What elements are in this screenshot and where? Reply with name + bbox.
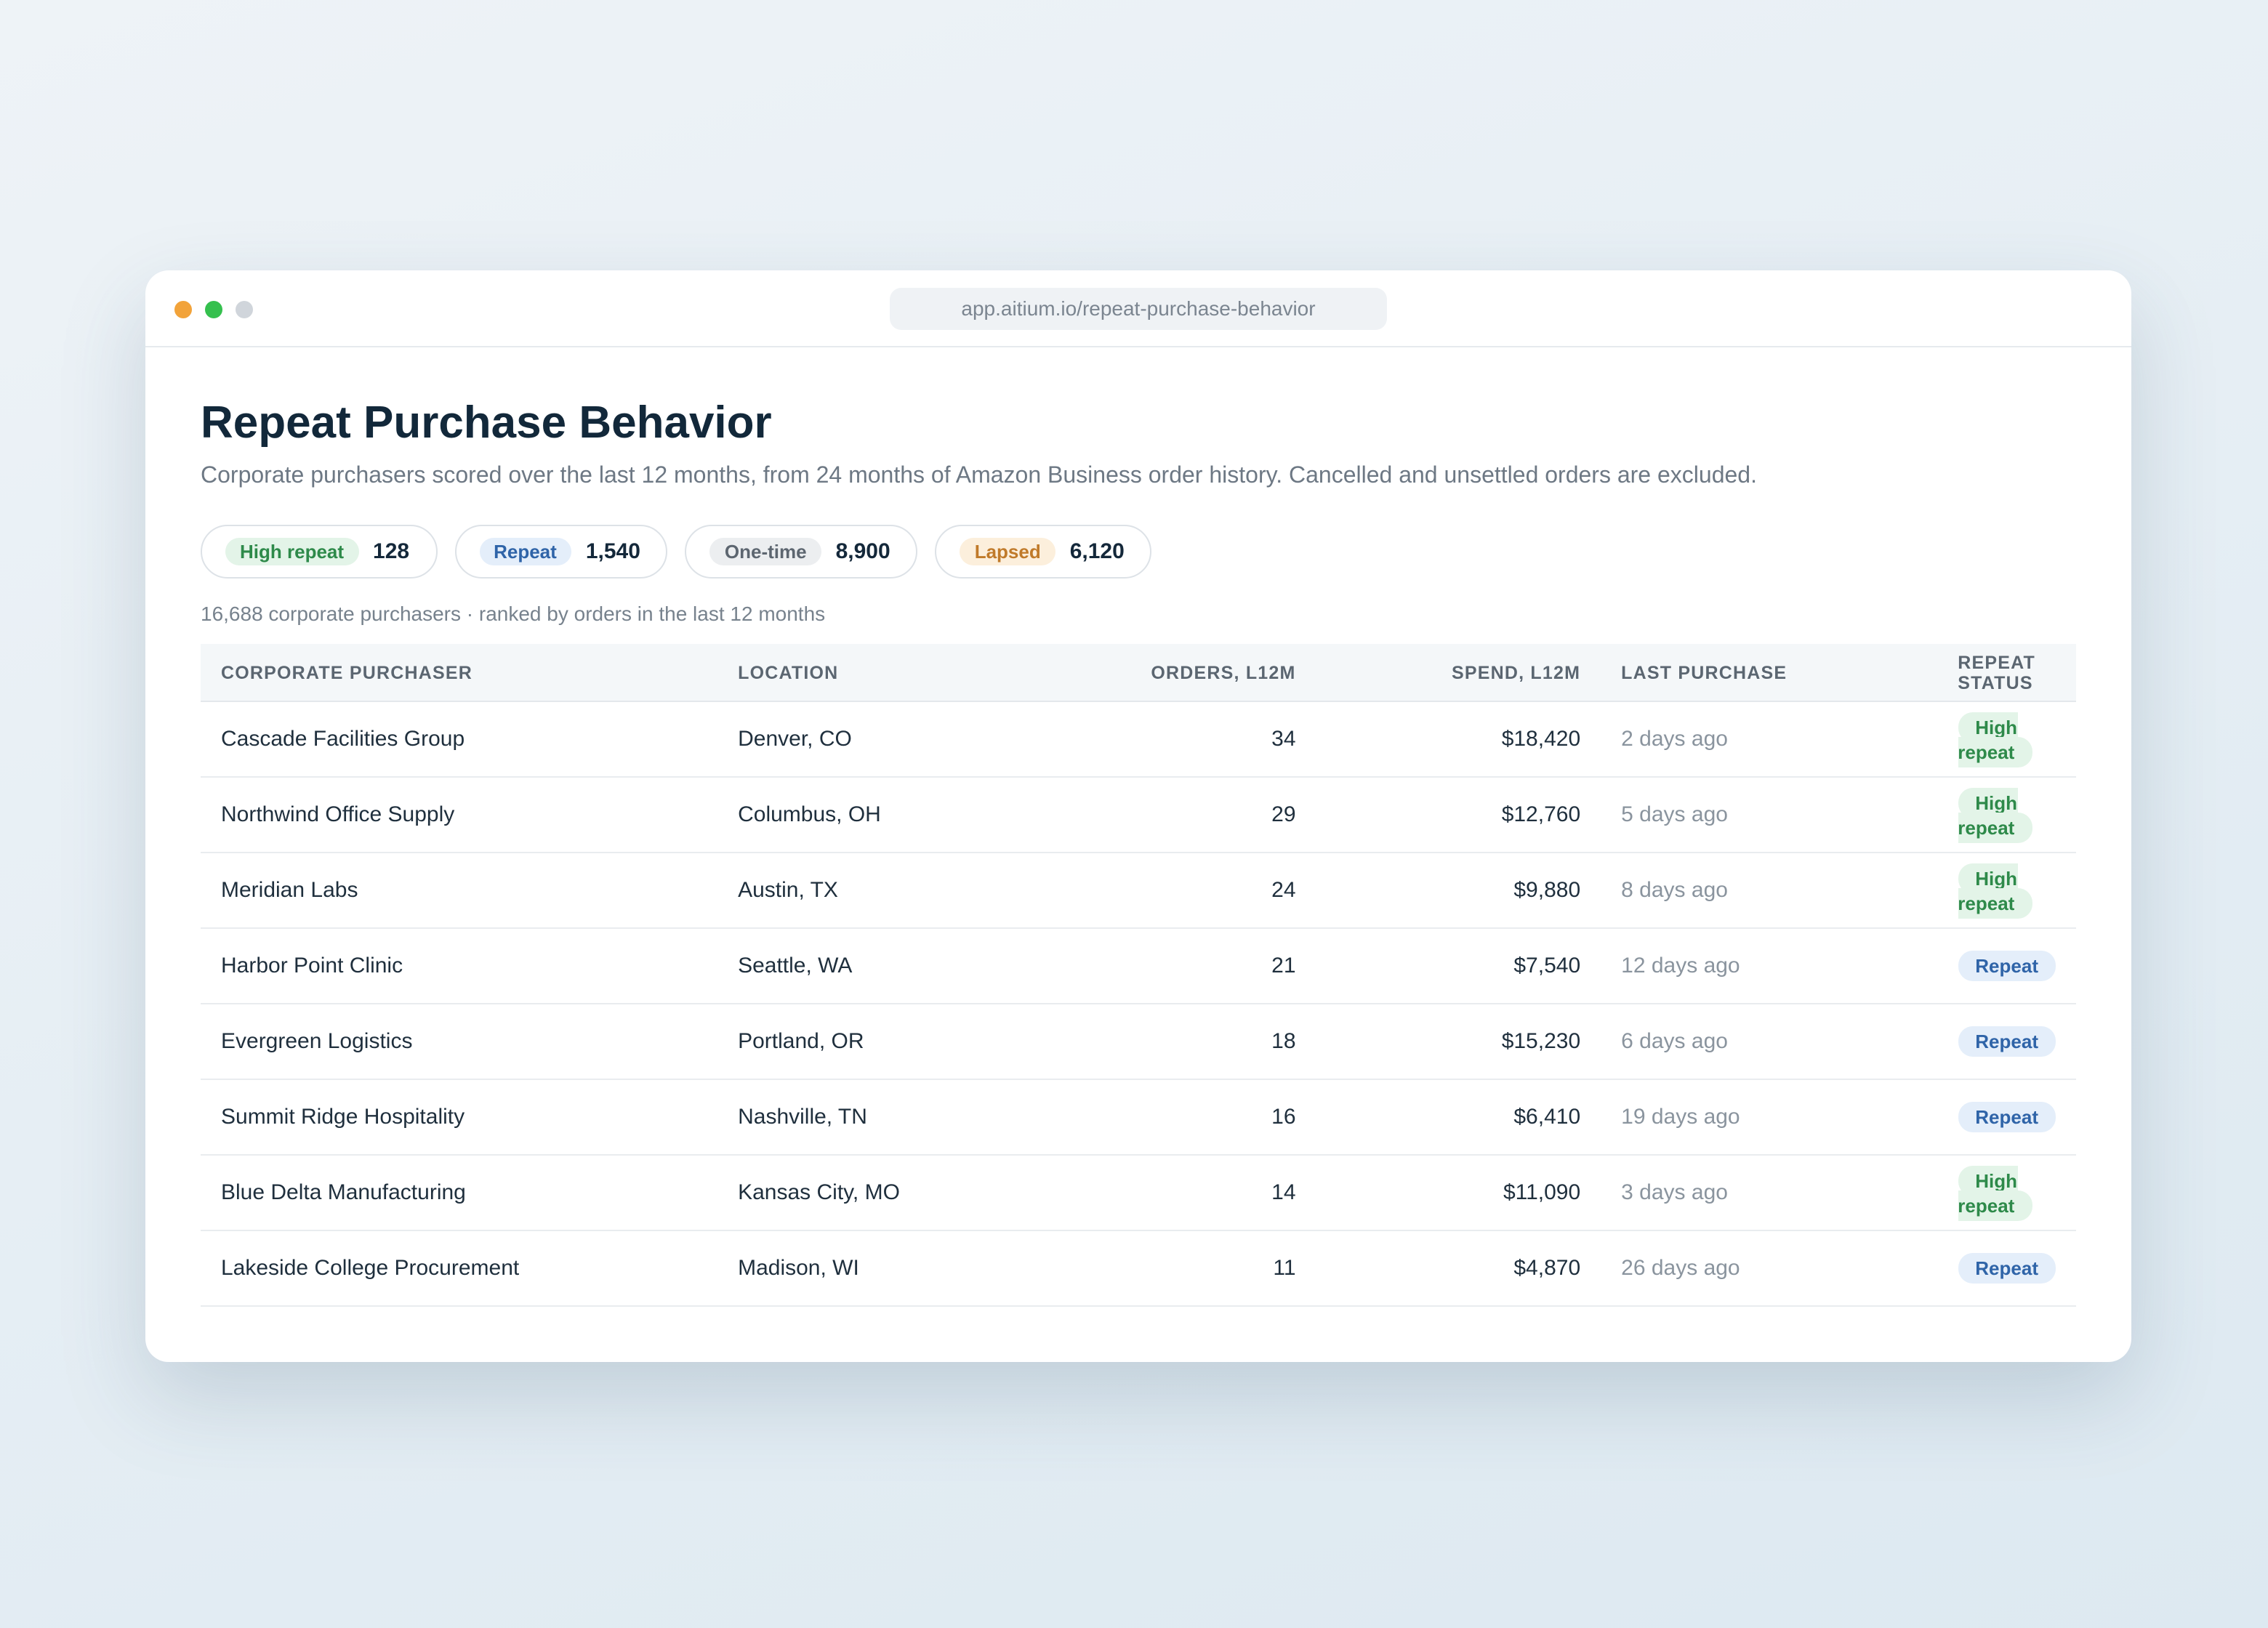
table-cell: 12 days ago xyxy=(1601,928,1938,1004)
table-cell: 26 days ago xyxy=(1601,1230,1938,1307)
table-row: Blue Delta Manufacturing Kansas City, MO 1… xyxy=(201,1155,2076,1231)
table-cell: Madison, WI xyxy=(717,1230,1032,1307)
table-body: Cascade Facilities Group Denver, CO 34 $18,… xyxy=(201,701,2076,1307)
table-row: Northwind Office Supply Columbus, OH 29 $12… xyxy=(201,777,2076,853)
table-cell: Seattle, WA xyxy=(717,928,1032,1004)
table-cell: 11 xyxy=(1031,1230,1316,1307)
table-cell: Nashville, TN xyxy=(717,1079,1032,1156)
table-row: Evergreen Logistics Portland, OR 18 $15,230… xyxy=(201,1004,2076,1080)
status-badge: Repeat xyxy=(1958,951,2056,981)
window-dot[interactable] xyxy=(174,301,192,318)
table-cell: $12,760 xyxy=(1316,777,1601,853)
browser-window: app.aitium.io/repeat-purchase-behavior R… xyxy=(145,270,2131,1362)
table-cell: $15,230 xyxy=(1316,1004,1601,1080)
table-cell: 21 xyxy=(1031,928,1316,1004)
table-head: CORPORATE PURCHASER LOCATION ORDERS, L12M S… xyxy=(201,644,2076,702)
page-title: Repeat Purchase Behavior xyxy=(201,397,772,448)
chip-count: 6,120 xyxy=(1069,539,1125,564)
table-cell: 3 days ago xyxy=(1601,1155,1938,1231)
status-badge: Repeat xyxy=(1958,1026,2056,1057)
filter-chip[interactable]: Repeat 1,540 xyxy=(454,525,668,579)
status-cell: High repeat xyxy=(1937,1155,2076,1231)
table-row: Harbor Point Clinic Seattle, WA 21 $7,540 12… xyxy=(201,928,2076,1004)
chip-count: 8,900 xyxy=(835,539,890,564)
column-header: ORDERS, L12M xyxy=(1031,644,1316,702)
table-cell: Blue Delta Manufacturing xyxy=(201,1155,718,1231)
table-cell: 5 days ago xyxy=(1601,777,1938,853)
status-badge: High repeat xyxy=(1958,712,2032,767)
status-cell: High repeat xyxy=(1937,853,2076,929)
table-cell: Austin, TX xyxy=(717,853,1032,929)
status-cell: Repeat xyxy=(1937,928,2076,1004)
table-row: Summit Ridge Hospitality Nashville, TN 16 $… xyxy=(201,1079,2076,1156)
table-cell: 16 xyxy=(1031,1079,1316,1156)
table-cell: Lakeside College Procurement xyxy=(201,1230,718,1307)
table-cell: 2 days ago xyxy=(1601,701,1938,778)
column-header: LOCATION xyxy=(717,644,1032,702)
chip-label: High repeat xyxy=(225,538,359,565)
chip-count: 1,540 xyxy=(585,539,640,564)
table-cell: $6,410 xyxy=(1316,1079,1601,1156)
column-header: LAST PURCHASE xyxy=(1601,644,1938,702)
status-cell: High repeat xyxy=(1937,701,2076,778)
table-cell: Meridian Labs xyxy=(201,853,718,929)
column-header: SPEND, L12M xyxy=(1316,644,1601,702)
table-cell: Northwind Office Supply xyxy=(201,777,718,853)
filter-chip[interactable]: High repeat 128 xyxy=(201,525,438,579)
chip-label: One-time xyxy=(709,538,821,565)
column-header: REPEAT STATUS xyxy=(1937,644,2076,702)
chip-row: High repeat 128 Repeat 1,540 One-time 8,900 La… xyxy=(201,525,2076,579)
window-dot[interactable] xyxy=(205,301,222,318)
subtitle: Corporate purchasers scored over the las… xyxy=(201,464,1757,488)
table-cell: $18,420 xyxy=(1316,701,1601,778)
table-cell: Columbus, OH xyxy=(717,777,1032,853)
status-badge: Repeat xyxy=(1958,1253,2056,1284)
chip-label: Lapsed xyxy=(960,538,1055,565)
chip-count: 128 xyxy=(373,539,410,564)
status-cell: Repeat xyxy=(1937,1004,2076,1080)
content: Repeat Purchase Behavior Corporate purch… xyxy=(145,397,2131,1307)
table-cell: 24 xyxy=(1031,853,1316,929)
title-bar: app.aitium.io/repeat-purchase-behavior xyxy=(145,270,2131,347)
table-cell: $9,880 xyxy=(1316,853,1601,929)
status-badge: Repeat xyxy=(1958,1102,2056,1132)
table-cell: Evergreen Logistics xyxy=(201,1004,718,1080)
table-cell: $7,540 xyxy=(1316,928,1601,1004)
url-bar[interactable]: app.aitium.io/repeat-purchase-behavior xyxy=(890,288,1387,330)
table-cell: Denver, CO xyxy=(717,701,1032,778)
table-cell: Harbor Point Clinic xyxy=(201,928,718,1004)
table-cell: Summit Ridge Hospitality xyxy=(201,1079,718,1156)
filter-chip[interactable]: One-time 8,900 xyxy=(685,525,918,579)
status-badge: High repeat xyxy=(1958,863,2032,918)
status-cell: High repeat xyxy=(1937,777,2076,853)
filter-chip[interactable]: Lapsed 6,120 xyxy=(935,525,1152,579)
column-header: CORPORATE PURCHASER xyxy=(201,644,718,702)
table-cell: 14 xyxy=(1031,1155,1316,1231)
table-cell: 29 xyxy=(1031,777,1316,853)
header-row: CORPORATE PURCHASER LOCATION ORDERS, L12M S… xyxy=(201,644,2076,702)
status-badge: High repeat xyxy=(1958,1165,2032,1220)
status-cell: Repeat xyxy=(1937,1230,2076,1307)
table-cell: 18 xyxy=(1031,1004,1316,1080)
status-badge: High repeat xyxy=(1958,787,2032,842)
table-cell: $4,870 xyxy=(1316,1230,1601,1307)
table-cell: Kansas City, MO xyxy=(717,1155,1032,1231)
summary: 16,688 corporate purchasers · ranked by … xyxy=(201,602,826,625)
table-cell: 34 xyxy=(1031,701,1316,778)
window-dot[interactable] xyxy=(236,301,253,318)
status-cell: Repeat xyxy=(1937,1079,2076,1156)
table-cell: Portland, OR xyxy=(717,1004,1032,1080)
table-row: Lakeside College Procurement Madison, WI 1… xyxy=(201,1230,2076,1307)
table-cell: Cascade Facilities Group xyxy=(201,701,718,778)
table-cell: $11,090 xyxy=(1316,1155,1601,1231)
table-row: Cascade Facilities Group Denver, CO 34 $18,… xyxy=(201,701,2076,778)
table-cell: 8 days ago xyxy=(1601,853,1938,929)
table-row: Meridian Labs Austin, TX 24 $9,880 8 days ag… xyxy=(201,853,2076,929)
chip-label: Repeat xyxy=(479,538,571,565)
table: CORPORATE PURCHASER LOCATION ORDERS, L12M S… xyxy=(201,644,2076,1307)
table-cell: 6 days ago xyxy=(1601,1004,1938,1080)
table-cell: 19 days ago xyxy=(1601,1079,1938,1156)
